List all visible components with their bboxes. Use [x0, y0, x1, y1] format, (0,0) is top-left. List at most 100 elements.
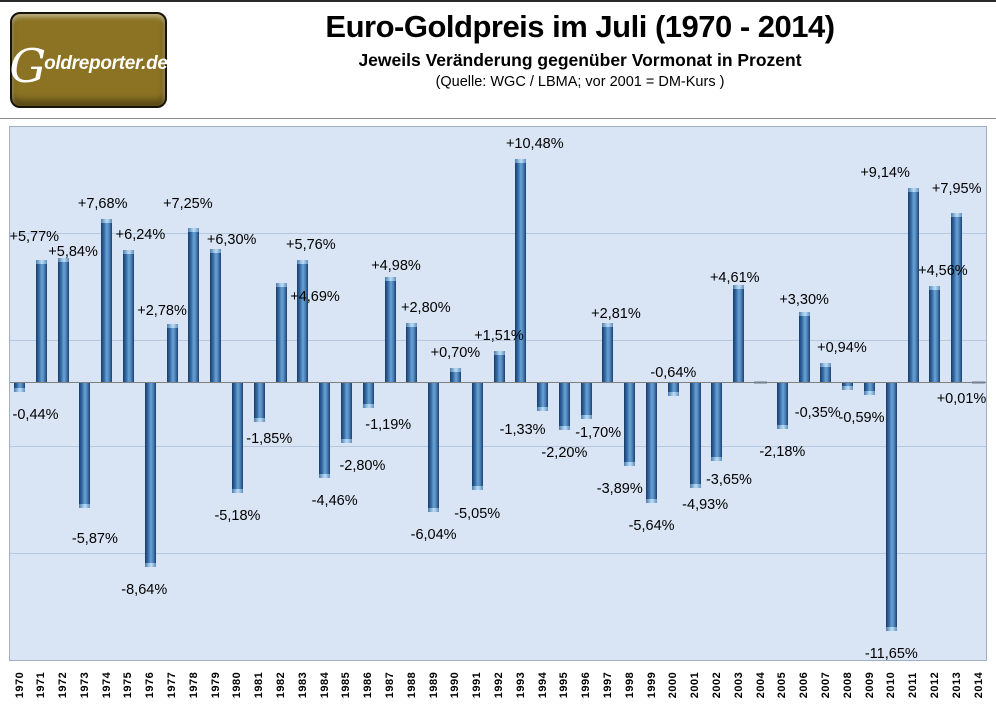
year-tick-label-1971: 1971 — [35, 671, 48, 699]
year-tick-label-2002: 2002 — [710, 671, 723, 699]
bar-1980 — [231, 382, 243, 494]
year-tick-label-2003: 2003 — [732, 671, 745, 699]
year-tick-label-1989: 1989 — [427, 671, 440, 699]
year-tick-label-2005: 2005 — [776, 671, 789, 699]
bar-1985 — [340, 382, 352, 443]
x-axis-labels: 1970 1971 1972 1973 1974 1975 1976 1977 1978 1979… — [10, 663, 986, 707]
year-tick-label-1992: 1992 — [493, 671, 505, 699]
bar-value-label-1986: -1,19% — [365, 417, 412, 434]
bar-1986 — [362, 382, 374, 409]
bar-2008 — [842, 382, 854, 391]
year-tick-label-1974: 1974 — [100, 671, 113, 699]
bar-value-label-2013: +7,95% — [931, 181, 982, 198]
year-tick-label-1988: 1988 — [405, 671, 418, 699]
bar-value-label-2012: +4,56% — [918, 262, 968, 279]
chart-source: (Quelle: WGC / LBMA; vor 2001 = DM-Kurs … — [435, 74, 725, 91]
bar-2001 — [689, 382, 701, 489]
bar-1995 — [558, 382, 570, 430]
year-tick-label-1993: 1993 — [514, 671, 527, 699]
bar-1997 — [602, 322, 614, 383]
year-tick-label-2010: 2010 — [885, 671, 898, 699]
year-tick-label-2000: 2000 — [667, 671, 680, 699]
bar-1998 — [624, 382, 636, 466]
bar-value-label-1982: +4,69% — [290, 288, 340, 305]
plot-area: -0,44% +5,77% +5,84% -5,87% +7,68% +6,24% -8,6… — [9, 127, 987, 663]
bar-value-label-2005: -2,18% — [759, 444, 806, 461]
bar-1983 — [297, 260, 309, 383]
page-top-border — [0, 0, 996, 2]
year-tick-label-1972: 1972 — [57, 671, 70, 699]
bar-value-label-1987: +4,98% — [371, 257, 421, 274]
bar-2006 — [798, 312, 810, 383]
bar-value-label-2001: -4,93% — [682, 496, 729, 513]
bar-value-label-2002: -3,65% — [705, 471, 752, 488]
bar-value-label-1997: +2,81% — [591, 305, 641, 322]
bar-value-label-1973: -5,87% — [71, 530, 118, 547]
bar-value-label-1998: -3,89% — [596, 480, 643, 497]
year-tick-label-1994: 1994 — [536, 671, 549, 699]
bar-1993 — [515, 159, 527, 383]
zero-axis-line — [10, 382, 986, 384]
bar-value-label-1971: +5,77% — [9, 228, 60, 245]
bar-value-label-1985: -2,80% — [339, 457, 386, 474]
year-tick-label-1985: 1985 — [340, 671, 353, 699]
year-tick-label-1979: 1979 — [209, 671, 222, 699]
bar-1970 — [14, 382, 25, 393]
bar-2011 — [907, 187, 919, 383]
bar-2002 — [711, 382, 723, 461]
bar-1977 — [166, 323, 178, 383]
bar-value-label-2008: -0,35% — [794, 405, 841, 422]
year-tick-label-2009: 2009 — [863, 671, 876, 699]
bar-value-label-1996: -1,70% — [575, 425, 622, 442]
chart-header: Euro-Goldpreis im Juli (1970 - 2014) Jew… — [172, 8, 988, 90]
year-tick-label-1987: 1987 — [384, 671, 397, 699]
year-tick-label-2001: 2001 — [689, 671, 702, 699]
year-tick-label-1996: 1996 — [580, 671, 593, 699]
bar-value-label-1978: +7,25% — [163, 196, 213, 213]
bar-value-label-1988: +2,80% — [401, 300, 451, 317]
bar-1991 — [471, 382, 483, 491]
bar-2000 — [667, 382, 679, 397]
year-tick-label-1978: 1978 — [187, 671, 200, 699]
year-tick-label-1982: 1982 — [275, 671, 288, 699]
year-tick-label-1977: 1977 — [166, 671, 179, 699]
bar-2013 — [951, 213, 963, 383]
bar-1988 — [406, 323, 418, 383]
bar-value-label-2010: -11,65% — [864, 646, 918, 663]
bar-2003 — [733, 284, 745, 383]
bar-value-label-1980: -5,18% — [214, 508, 261, 525]
bar-1982 — [275, 282, 287, 383]
year-tick-label-1981: 1981 — [253, 671, 266, 699]
year-tick-label-1999: 1999 — [645, 671, 658, 699]
year-tick-label-2014: 2014 — [972, 671, 985, 699]
year-tick-label-2013: 2013 — [950, 671, 963, 699]
bar-2009 — [864, 382, 876, 396]
bar-1972 — [57, 258, 69, 383]
bar-value-label-2014: +0,01% — [936, 390, 987, 407]
bar-value-label-1984: -4,46% — [311, 492, 358, 509]
gridline — [10, 233, 986, 235]
bar-1990 — [449, 367, 461, 383]
bar-value-label-1972: +5,84% — [48, 244, 98, 261]
bar-value-label-1999: -5,64% — [628, 518, 675, 535]
bar-value-label-1993: +10,48% — [505, 136, 564, 153]
year-tick-label-1986: 1986 — [362, 671, 375, 699]
bar-value-label-2003: +4,61% — [709, 269, 760, 286]
year-tick-label-1984: 1984 — [318, 671, 331, 699]
year-tick-label-2004: 2004 — [754, 671, 767, 699]
bar-value-label-1994: -1,33% — [499, 422, 546, 439]
bar-value-label-2006: +3,30% — [779, 292, 829, 309]
bar-value-label-1983: +5,76% — [286, 237, 336, 254]
bar-value-label-1990: +0,70% — [430, 344, 481, 361]
bar-1981 — [253, 382, 265, 423]
year-tick-label-1995: 1995 — [558, 671, 571, 699]
bar-value-label-1981: -1,85% — [246, 431, 293, 448]
bar-1973 — [79, 382, 91, 509]
bar-value-label-1974: +7,68% — [77, 196, 128, 213]
bar-2007 — [820, 362, 832, 383]
bar-1987 — [384, 276, 396, 383]
bar-value-label-1970: -0,44% — [12, 407, 59, 424]
bar-1992 — [493, 350, 505, 383]
